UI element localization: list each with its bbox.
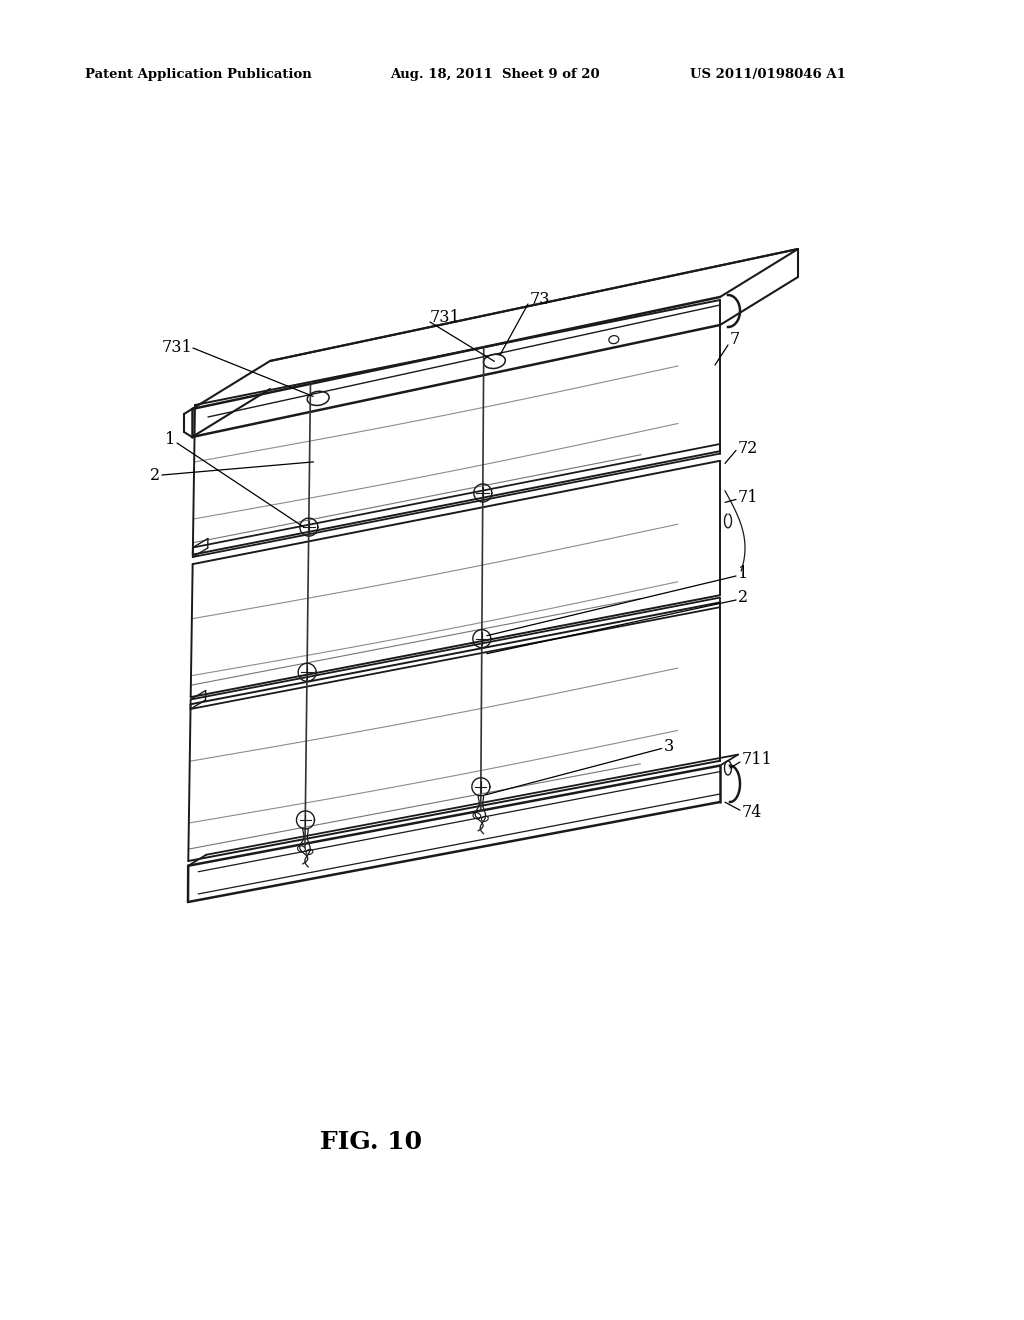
Text: 72: 72 bbox=[738, 440, 759, 457]
Text: 7: 7 bbox=[730, 331, 740, 348]
Text: 71: 71 bbox=[738, 488, 759, 506]
Text: 2: 2 bbox=[738, 590, 749, 606]
Text: FIG. 10: FIG. 10 bbox=[319, 1130, 422, 1154]
Text: Aug. 18, 2011  Sheet 9 of 20: Aug. 18, 2011 Sheet 9 of 20 bbox=[390, 69, 600, 81]
Text: US 2011/0198046 A1: US 2011/0198046 A1 bbox=[690, 69, 846, 81]
Text: 73: 73 bbox=[530, 292, 551, 309]
Text: 731: 731 bbox=[430, 309, 461, 326]
Text: Patent Application Publication: Patent Application Publication bbox=[85, 69, 311, 81]
Text: 1: 1 bbox=[738, 565, 749, 582]
Text: 74: 74 bbox=[742, 804, 763, 821]
Text: 731: 731 bbox=[161, 339, 193, 356]
Text: 1: 1 bbox=[165, 432, 175, 449]
Text: 3: 3 bbox=[664, 738, 674, 755]
Text: 711: 711 bbox=[742, 751, 773, 768]
Text: 2: 2 bbox=[150, 466, 160, 483]
